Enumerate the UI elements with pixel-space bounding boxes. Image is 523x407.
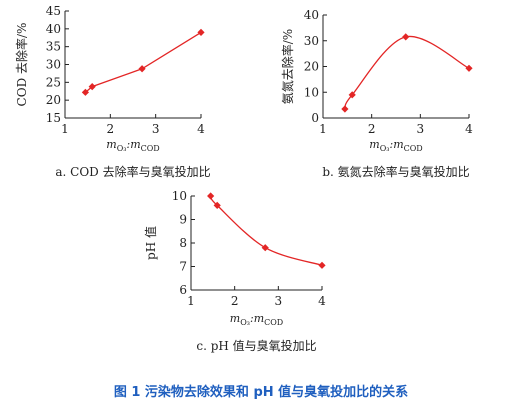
data-point [318,261,326,269]
y-axis-label: pH 值 [143,226,158,260]
y-axis-label: 氨氮去除率/% [280,29,295,104]
y-tick-label: 0 [311,111,319,125]
data-point [213,201,221,209]
panel-caption: c. pH 值与臭氧投加比 [196,338,316,353]
chart-panel-a: 15 20 25 30 35 40 45 1 2 3 4 COD 去除率/% mO₃:mCOD a. CO… [14,4,211,179]
panel-caption: b. 氨氮去除率与臭氧投加比 [322,164,469,179]
data-point [402,33,410,41]
x-tick-label: 1 [319,122,327,136]
x-label-var_main: m [230,312,240,325]
y-tick-label: 15 [46,111,61,125]
x-axis-label: mO₃:mCOD [369,138,422,153]
x-label-sub2: COD [404,144,423,153]
y-tick-label: 10 [172,189,187,203]
x-tick-label: 4 [318,294,326,308]
x-tick-label: 2 [107,122,115,136]
x-tick-label: 1 [187,294,195,308]
y-tick-label: 7 [179,260,187,274]
x-label-sub1: O₃ [117,144,127,153]
data-point [261,244,269,252]
x-label-sep: :m [250,312,264,325]
figure-caption: 图 1 污染物去除效果和 pH 值与臭氧投加比的关系 [114,384,408,400]
x-label-sep: :m [126,138,140,151]
x-label-sub1: O₃ [380,144,390,153]
x-label-sub2: COD [141,144,160,153]
x-tick-label: 4 [197,122,205,136]
x-tick-label: 3 [417,122,425,136]
x-axis-label: mO₃:mCOD [230,312,283,327]
data-point [465,64,473,72]
series-fit-line [344,35,470,110]
data-point [138,65,146,73]
data-point [88,83,96,91]
x-tick-label: 2 [368,122,376,136]
y-tick-label: 9 [179,213,187,227]
y-tick-label: 20 [46,93,61,107]
x-tick-label: 3 [152,122,160,136]
y-axis-label: COD 去除率/% [14,23,29,107]
x-tick-label: 1 [61,122,69,136]
data-point [341,105,349,113]
x-tick-label: 2 [231,294,239,308]
x-label-sub2: COD [264,318,283,327]
y-tick-label: 30 [46,58,61,72]
x-tick-label: 3 [275,294,283,308]
x-label-sub1: O₃ [240,318,250,327]
y-tick-label: 20 [304,60,319,74]
x-axis-label: mO₃:mCOD [106,138,159,153]
y-tick-label: 45 [46,4,61,18]
series-fit-line [84,31,202,93]
x-label-sep: :m [389,138,403,151]
y-tick-label: 8 [179,236,187,250]
y-tick-label: 40 [46,22,61,36]
panel-caption: a. COD 去除率与臭氧投加比 [55,164,210,179]
data-point [197,28,205,36]
x-tick-label: 4 [465,122,473,136]
y-tick-label: 25 [46,75,61,89]
data-point [207,192,215,200]
y-tick-label: 6 [179,283,187,297]
x-label-var_main: m [369,138,379,151]
y-tick-label: 30 [304,34,319,48]
chart-panel-b: 0 10 20 30 40 1 2 3 4 氨氮去除率/% mO₃:mCOD b. 氨氮去除率与臭氧投… [280,8,473,179]
chart-panel-c: 6 7 8 9 10 1 2 3 4 pH 值 mO₃:mCOD c. pH 值与臭氧投加比 [143,189,326,353]
y-tick-label: 10 [304,85,319,99]
x-label-var_main: m [106,138,116,151]
series-fit-line [210,195,323,266]
y-tick-label: 40 [304,8,319,22]
data-point [81,88,89,96]
data-point [348,91,356,99]
y-tick-label: 35 [46,40,61,54]
